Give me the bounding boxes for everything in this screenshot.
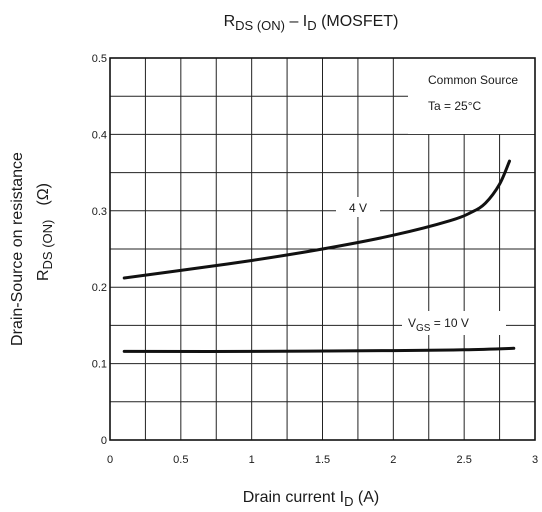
series-label-4v-text: 4 V (349, 201, 367, 215)
x-tick-label: 1.5 (315, 454, 330, 466)
x-tick-label: 2 (390, 454, 396, 466)
series-line-4v (122, 159, 511, 280)
plot-frame (109, 57, 536, 441)
y-tick-label: 0.1 (92, 359, 107, 371)
series-line-vgs-10v (122, 346, 516, 353)
series-label-4v-bg (336, 197, 380, 217)
y-tick-label: 0.4 (92, 129, 107, 141)
conditions-line-1: Common Source (428, 73, 518, 87)
x-tick-label: 3 (532, 454, 538, 466)
x-tick-label: 1 (249, 454, 255, 466)
y-tick-label: 0 (101, 435, 107, 447)
y-axis-title-line-2: RDS (ON)(Ω) (35, 183, 55, 281)
y-tick-label: 0.3 (92, 206, 107, 218)
conditions-line-2: Ta = 25°C (428, 99, 481, 113)
conditions-box: Common Source Ta = 25°C (408, 58, 535, 134)
chart-title: RDS (ON) – ID (MOSFET) (224, 13, 399, 33)
conditions-box-frame (408, 58, 535, 134)
y-tick-label: 0.2 (92, 282, 107, 294)
y-tick-label: 0.5 (92, 53, 107, 65)
series-label-10v-bg (402, 311, 506, 335)
x-tick-label: 0.5 (173, 454, 188, 466)
x-tick-label: 0 (107, 454, 113, 466)
y-axis-title-line-1: Drain-Source on resistance (9, 152, 26, 346)
tick-labels: 0 0.5 1 1.5 2 2.5 3 0 0.1 0.2 0.3 0.4 0.5 (92, 53, 538, 466)
x-axis-title: Drain current ID (A) (243, 489, 380, 509)
series-label-4v: 4 V (336, 197, 380, 217)
x-tick-label: 2.5 (457, 454, 472, 466)
series (122, 159, 516, 353)
series-label-10v: VGS = 10 V (402, 311, 506, 335)
series-label-10v-text: VGS = 10 V (408, 316, 469, 334)
